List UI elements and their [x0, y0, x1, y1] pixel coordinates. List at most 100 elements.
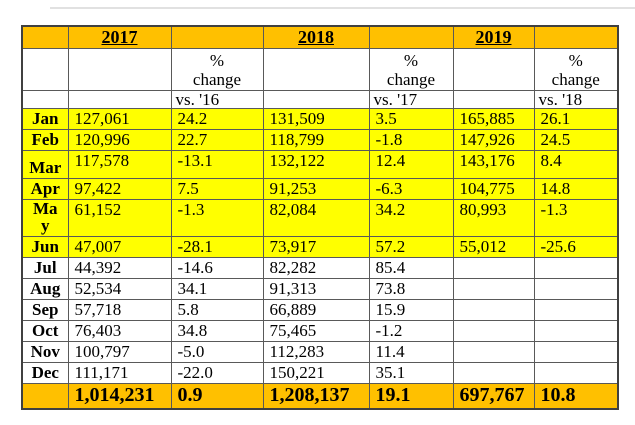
empty-cell: [452, 90, 535, 109]
pct-2018-cell: 34.2: [368, 199, 454, 237]
pct-2019-cell: 8.4: [533, 150, 619, 179]
value-2018-cell: 73,917: [262, 236, 370, 258]
pct-2017-cell: -13.1: [170, 150, 264, 179]
table-row: Oct 76,403 34.8 75,465 -1.2: [21, 320, 619, 342]
month-label: Aug: [30, 279, 61, 299]
pct-2018-cell: 73.8: [368, 278, 454, 300]
year-comparison-table: 2017 2018 2019 % change % change % chang…: [21, 25, 619, 410]
pct-2019-cell: [533, 299, 619, 321]
pct-change-header: % change: [533, 48, 619, 91]
table-row: Sep 57,718 5.8 66,889 15.9: [21, 299, 619, 321]
pct-2018-cell: -1.8: [368, 129, 454, 151]
pct-2019-cell: [533, 278, 619, 300]
value-2017-cell: 61,152: [67, 199, 172, 237]
pct-2018-cell: 35.1: [368, 362, 454, 384]
table-row: Mar 117,578 -13.1 132,122 12.4 143,176 8.4: [21, 150, 619, 179]
scan-artifact-line: [50, 7, 635, 9]
total-2018: 1,208,137: [262, 383, 370, 409]
pct-2018-cell: 12.4: [368, 150, 454, 179]
pct-2018-cell: 57.2: [368, 236, 454, 258]
month-label: Jun: [31, 237, 59, 257]
value-2019-cell: [452, 278, 535, 300]
pct-2017-cell: -22.0: [170, 362, 264, 384]
value-2019-cell: 80,993: [452, 199, 535, 237]
pct-2018-cell: 3.5: [368, 108, 454, 130]
pct-2017-cell: -28.1: [170, 236, 264, 258]
month-label: Apr: [30, 179, 60, 199]
pct-2018-cell: 85.4: [368, 257, 454, 279]
empty-cell: [452, 48, 535, 91]
empty-cell: [262, 48, 370, 91]
month-cell: Sep: [21, 299, 69, 321]
pct-2019-cell: -25.6: [533, 236, 619, 258]
pct-2017-cell: 24.2: [170, 108, 264, 130]
value-2018-cell: 75,465: [262, 320, 370, 342]
month-cell: Mar: [21, 150, 69, 179]
table-row: Aug 52,534 34.1 91,313 73.8: [21, 278, 619, 300]
pct-change-header-row: % change % change % change: [21, 48, 619, 91]
pct-2019-cell: 14.8: [533, 178, 619, 200]
pct-2017-cell: 34.1: [170, 278, 264, 300]
month-label: Feb: [31, 130, 59, 150]
value-2018-cell: 131,509: [262, 108, 370, 130]
value-2017-cell: 52,534: [67, 278, 172, 300]
pct-2017-cell: -5.0: [170, 341, 264, 363]
month-cell: Jul: [21, 257, 69, 279]
month-cell: Jan: [21, 108, 69, 130]
month-label: Mar: [29, 158, 62, 177]
corner-cell: [21, 25, 69, 49]
spacer-cell: [368, 25, 454, 49]
month-cell: Jun: [21, 236, 69, 258]
value-2017-cell: 44,392: [67, 257, 172, 279]
value-2018-cell: 66,889: [262, 299, 370, 321]
pct-2017-cell: 7.5: [170, 178, 264, 200]
vs-16-header: vs. '16: [170, 90, 264, 109]
table-body: Jan 127,061 24.2 131,509 3.5 165,885 26.1 Feb 12…: [21, 108, 619, 384]
year-2018-header: 2018: [262, 25, 370, 49]
pct-2018-cell: 15.9: [368, 299, 454, 321]
month-cell: Feb: [21, 129, 69, 151]
value-2017-cell: 97,422: [67, 178, 172, 200]
value-2018-cell: 150,221: [262, 362, 370, 384]
month-cell: Apr: [21, 178, 69, 200]
value-2017-cell: 111,171: [67, 362, 172, 384]
month-label: Oct: [32, 321, 59, 341]
month-cell: Dec: [21, 362, 69, 384]
value-2019-cell: 165,885: [452, 108, 535, 130]
value-2019-cell: [452, 257, 535, 279]
pct-2017-cell: -1.3: [170, 199, 264, 237]
month-cell: Oct: [21, 320, 69, 342]
total-2019: 697,767: [452, 383, 535, 409]
value-2017-cell: 76,403: [67, 320, 172, 342]
month-label: Nov: [30, 342, 60, 362]
table-row: Jul 44,392 -14.6 82,282 85.4: [21, 257, 619, 279]
empty-cell: [67, 90, 172, 109]
table-row: Jun 47,007 -28.1 73,917 57.2 55,012 -25.6: [21, 236, 619, 258]
month-label: Dec: [31, 363, 59, 383]
total-2017: 1,014,231: [67, 383, 172, 409]
table-row: Feb 120,996 22.7 118,799 -1.8 147,926 24.5: [21, 129, 619, 151]
table-row: Nov 100,797 -5.0 112,283 11.4: [21, 341, 619, 363]
pct-2018-cell: -6.3: [368, 178, 454, 200]
month-label: Jul: [33, 258, 57, 278]
month-label: Sep: [32, 300, 59, 320]
value-2018-cell: 91,313: [262, 278, 370, 300]
value-2019-cell: [452, 362, 535, 384]
empty-total-cell: [21, 383, 69, 409]
value-2019-cell: 143,176: [452, 150, 535, 179]
vs-year-header-row: vs. '16 vs. '17 vs. '18: [21, 90, 619, 109]
spacer-cell: [533, 25, 619, 49]
year-2019-header: 2019: [452, 25, 535, 49]
value-2018-cell: 91,253: [262, 178, 370, 200]
value-2018-cell: 112,283: [262, 341, 370, 363]
year-header-row: 2017 2018 2019: [21, 25, 619, 49]
pct-2019-cell: -1.3: [533, 199, 619, 237]
value-2017-cell: 127,061: [67, 108, 172, 130]
total-pct-2018: 19.1: [368, 383, 454, 409]
pct-2019-cell: 26.1: [533, 108, 619, 130]
empty-cell: [21, 90, 69, 109]
totals-row: 1,014,231 0.9 1,208,137 19.1 697,767 10.…: [21, 383, 619, 409]
table-row: Apr 97,422 7.5 91,253 -6.3 104,775 14.8: [21, 178, 619, 200]
pct-change-header: % change: [368, 48, 454, 91]
empty-cell: [262, 90, 370, 109]
